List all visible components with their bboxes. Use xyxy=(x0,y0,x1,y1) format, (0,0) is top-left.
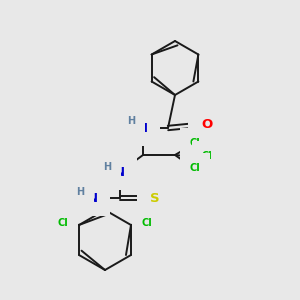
Text: Cl: Cl xyxy=(190,163,200,173)
Text: Cl: Cl xyxy=(202,151,212,161)
Text: N: N xyxy=(138,122,148,134)
Text: N: N xyxy=(88,191,98,205)
Text: O: O xyxy=(201,118,213,131)
Text: S: S xyxy=(150,191,160,205)
Text: H: H xyxy=(103,162,111,172)
Text: H: H xyxy=(76,187,84,197)
Text: Cl: Cl xyxy=(142,218,152,228)
Text: Cl: Cl xyxy=(58,218,68,228)
Text: N: N xyxy=(115,166,125,178)
Text: Cl: Cl xyxy=(190,138,200,148)
Text: H: H xyxy=(127,116,135,126)
